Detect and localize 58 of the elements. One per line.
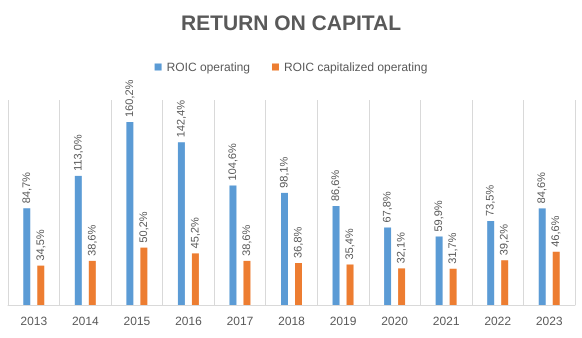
chart-title: RETURN ON CAPITAL bbox=[180, 12, 402, 35]
bar bbox=[126, 122, 134, 305]
x-tick-label: 2013 bbox=[20, 314, 48, 328]
bar bbox=[192, 253, 199, 305]
x-tick-label: 2016 bbox=[175, 314, 202, 328]
bar bbox=[398, 268, 406, 305]
x-tick-label: 2021 bbox=[432, 314, 460, 328]
data-label: 38,6% bbox=[86, 224, 98, 256]
bar bbox=[88, 260, 96, 305]
data-label: 160,2% bbox=[124, 79, 136, 117]
bar bbox=[501, 260, 508, 305]
data-label: 84,7% bbox=[20, 172, 33, 204]
x-tick-label: 2019 bbox=[330, 314, 357, 328]
bar bbox=[243, 260, 250, 305]
data-label: 113,0% bbox=[72, 134, 84, 171]
bar bbox=[487, 221, 494, 305]
bar bbox=[552, 252, 560, 305]
data-label: 35,4% bbox=[344, 228, 356, 260]
bar bbox=[281, 192, 288, 305]
legend-label: ROIC capitalized operating bbox=[284, 60, 428, 74]
x-tick-label: 2014 bbox=[72, 314, 99, 328]
bar bbox=[229, 185, 236, 305]
bar bbox=[74, 176, 82, 305]
bar bbox=[23, 208, 30, 305]
bar bbox=[178, 142, 185, 305]
x-tick-label: 2015 bbox=[124, 314, 151, 328]
x-tick-label: 2023 bbox=[536, 314, 563, 328]
bar bbox=[436, 236, 443, 305]
bar bbox=[37, 266, 44, 305]
bar bbox=[450, 268, 457, 305]
bar bbox=[538, 208, 546, 305]
legend-label: ROIC operating bbox=[166, 60, 250, 74]
data-label: 67,8% bbox=[382, 191, 394, 223]
data-label: 86,6% bbox=[330, 170, 342, 202]
data-label: 50,2% bbox=[138, 211, 150, 243]
data-label: 32,1% bbox=[396, 232, 408, 264]
data-label: 38,6% bbox=[240, 224, 253, 256]
data-label: 45,2% bbox=[189, 216, 202, 248]
data-label: 84,6% bbox=[536, 172, 548, 204]
x-tick-label: 2018 bbox=[278, 314, 306, 328]
data-label: 104,6% bbox=[226, 142, 239, 180]
data-label: 39,2% bbox=[498, 224, 511, 256]
bar bbox=[384, 228, 392, 305]
data-label: 98,1% bbox=[278, 156, 290, 188]
data-label: 34,5% bbox=[34, 229, 47, 261]
data-label: 142,4% bbox=[175, 100, 188, 138]
data-label: 59,9% bbox=[433, 200, 446, 232]
data-label: 31,7% bbox=[447, 232, 460, 264]
bar bbox=[332, 206, 340, 305]
data-label: 36,8% bbox=[292, 226, 304, 258]
x-tick-label: 2020 bbox=[381, 314, 408, 328]
bar bbox=[140, 248, 148, 305]
x-tick-label: 2022 bbox=[484, 314, 512, 328]
x-tick-label: 2017 bbox=[226, 314, 254, 328]
data-label: 46,6% bbox=[550, 215, 562, 247]
bar bbox=[346, 264, 354, 305]
bar bbox=[295, 262, 302, 305]
data-label: 73,5% bbox=[484, 184, 497, 216]
